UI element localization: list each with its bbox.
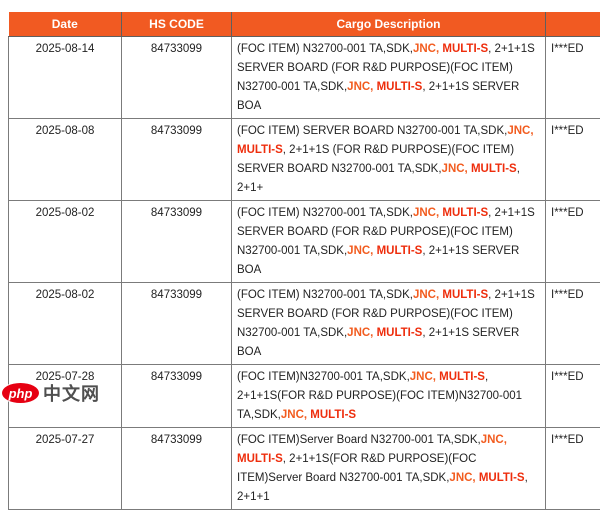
cargo-description-cell: (FOC ITEM) SERVER BOARD N32700-001 TA,SD… [232, 119, 546, 201]
hs-code-cell: 84733099 [122, 201, 232, 283]
hs-code-cell: 84733099 [122, 283, 232, 365]
description-text: (FOC ITEM)N32700-001 TA,SDK, [237, 371, 410, 383]
trade-data-table: Date HS CODE Cargo Description 2025-08-1… [8, 12, 600, 510]
masked-value-cell: I***ED [546, 365, 600, 428]
cargo-description-cell: (FOC ITEM)N32700-001 TA,SDK,JNC, MULTI-S… [232, 365, 546, 428]
column-header-hs-code: HS CODE [122, 12, 232, 37]
header-row: Date HS CODE Cargo Description [9, 12, 600, 37]
description-highlight-jnc: JNC, [410, 371, 436, 383]
description-highlight-multis: MULTI-S [377, 245, 423, 257]
description-highlight-jnc: JNC, [347, 245, 373, 257]
description-highlight-multis: MULTI-S [442, 207, 488, 219]
trade-data-table-container: Date HS CODE Cargo Description 2025-08-1… [8, 12, 600, 510]
description-highlight-jnc: JNC, [481, 434, 507, 446]
description-highlight-jnc: JNC, [347, 327, 373, 339]
description-text: (FOC ITEM)Server Board N32700-001 TA,SDK… [237, 434, 481, 446]
description-highlight-jnc: JNC, [449, 472, 475, 484]
column-header-cargo-description: Cargo Description [232, 12, 546, 37]
description-highlight-jnc: JNC, [281, 409, 307, 421]
description-highlight-multis: MULTI-S [479, 472, 525, 484]
masked-value-cell: I***ED [546, 119, 600, 201]
hs-code-cell: 84733099 [122, 37, 232, 119]
description-highlight-jnc: JNC, [413, 43, 439, 55]
description-text: (FOC ITEM) N32700-001 TA,SDK, [237, 289, 413, 301]
hs-code-cell: 84733099 [122, 119, 232, 201]
description-highlight-jnc: JNC, [413, 207, 439, 219]
column-header-date: Date [9, 12, 122, 37]
description-text: (FOC ITEM) N32700-001 TA,SDK, [237, 43, 413, 55]
masked-value-cell: I***ED [546, 201, 600, 283]
masked-value-cell: I***ED [546, 283, 600, 365]
description-highlight-multis: MULTI-S [471, 163, 517, 175]
date-cell: 2025-08-14 [9, 37, 122, 119]
cargo-description-cell: (FOC ITEM)Server Board N32700-001 TA,SDK… [232, 428, 546, 510]
column-header-truncated [546, 12, 600, 37]
description-text: (FOC ITEM) N32700-001 TA,SDK, [237, 207, 413, 219]
description-highlight-multis: MULTI-S [377, 327, 423, 339]
hs-code-cell: 84733099 [122, 365, 232, 428]
description-highlight-jnc: JNC, [347, 81, 373, 93]
description-highlight-jnc: JNC, [507, 125, 533, 137]
date-cell: 2025-08-08 [9, 119, 122, 201]
hs-code-cell: 84733099 [122, 428, 232, 510]
description-highlight-multis: MULTI-S [377, 81, 423, 93]
description-highlight-multis: MULTI-S [442, 43, 488, 55]
php-logo-icon: php [1, 382, 40, 404]
date-cell: 2025-08-02 [9, 283, 122, 365]
cargo-description-cell: (FOC ITEM) N32700-001 TA,SDK,JNC, MULTI-… [232, 37, 546, 119]
table-header: Date HS CODE Cargo Description [9, 12, 600, 37]
masked-value-cell: I***ED [546, 428, 600, 510]
description-highlight-multis: MULTI-S [237, 144, 283, 156]
description-highlight-jnc: JNC, [442, 163, 468, 175]
cargo-description-cell: (FOC ITEM) N32700-001 TA,SDK,JNC, MULTI-… [232, 201, 546, 283]
description-highlight-multis: MULTI-S [310, 409, 356, 421]
date-cell: 2025-08-02 [9, 201, 122, 283]
description-text: (FOC ITEM) SERVER BOARD N32700-001 TA,SD… [237, 125, 507, 137]
description-highlight-multis: MULTI-S [237, 453, 283, 465]
description-highlight-multis: MULTI-S [442, 289, 488, 301]
date-cell: 2025-07-27 [9, 428, 122, 510]
description-highlight-jnc: JNC, [413, 289, 439, 301]
php-cn-watermark: php 中文网 [1, 380, 100, 406]
masked-value-cell: I***ED [546, 37, 600, 119]
cargo-description-cell: (FOC ITEM) N32700-001 TA,SDK,JNC, MULTI-… [232, 283, 546, 365]
description-highlight-multis: MULTI-S [439, 371, 485, 383]
php-cn-logo-text: 中文网 [43, 380, 100, 406]
